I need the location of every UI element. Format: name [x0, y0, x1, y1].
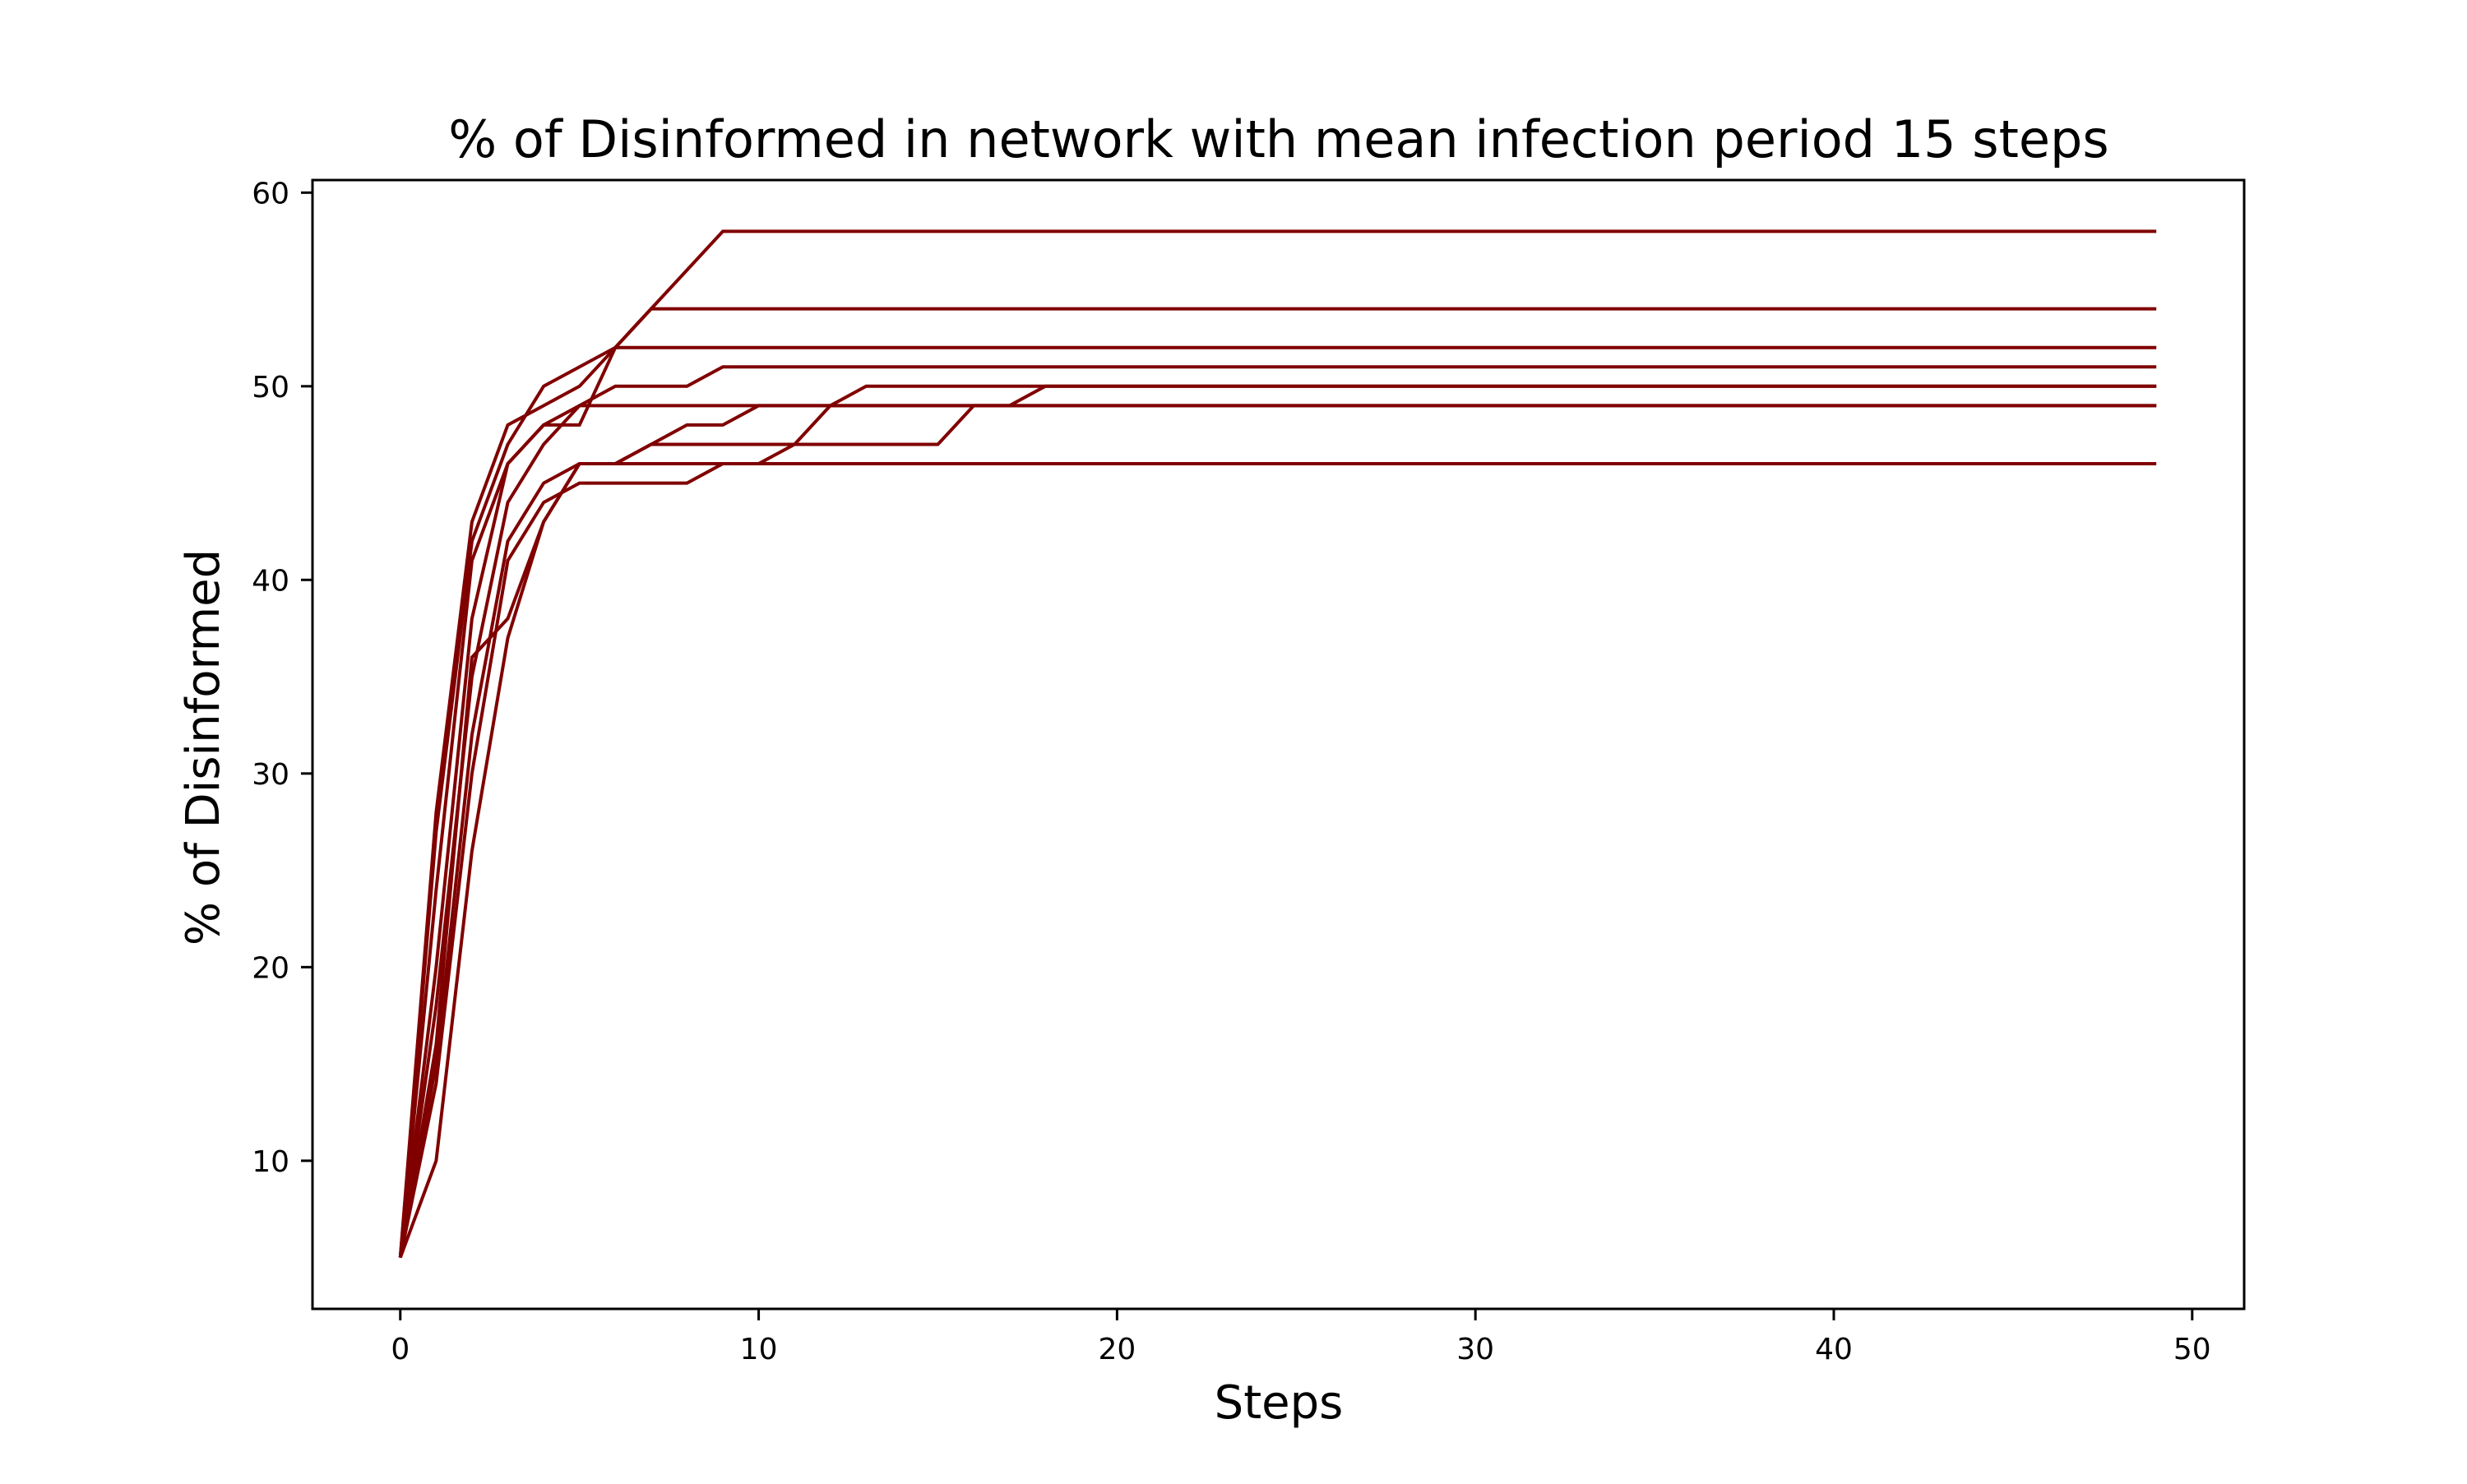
y-tick-label: 40 — [252, 564, 289, 598]
y-tick-label: 60 — [252, 177, 289, 210]
x-tick-label: 0 — [391, 1333, 410, 1366]
y-tick-label: 50 — [252, 371, 289, 405]
series-line-7 — [398, 404, 2157, 1258]
series-line-9 — [398, 462, 2157, 1259]
x-tick-label: 20 — [1098, 1333, 1136, 1366]
series-lines — [398, 229, 2157, 1259]
series-line-3 — [398, 345, 2157, 1258]
axis-ticks: 0 10 20 30 40 50 10 20 30 40 50 60 — [252, 177, 2211, 1366]
y-tick-label: 10 — [252, 1145, 289, 1179]
series-line-4 — [398, 365, 2157, 1258]
x-tick-label: 40 — [1815, 1333, 1853, 1366]
x-tick-label: 10 — [740, 1333, 778, 1366]
x-axis-label: Steps — [1215, 1376, 1344, 1430]
y-axis-label: % of Disinformed — [177, 549, 230, 945]
x-tick-label: 50 — [2173, 1333, 2211, 1366]
x-tick-label: 30 — [1456, 1333, 1494, 1366]
series-line-5 — [398, 384, 2157, 1258]
series-line-8 — [398, 404, 2157, 1259]
chart-title: % of Disinformed in network with mean in… — [448, 109, 2108, 169]
y-tick-label: 30 — [252, 758, 289, 792]
series-line-6 — [398, 384, 2157, 1258]
series-line-2 — [398, 307, 2157, 1258]
series-line-1 — [398, 229, 2157, 1258]
plot-frame — [311, 178, 2246, 1311]
y-tick-label: 20 — [252, 951, 289, 985]
